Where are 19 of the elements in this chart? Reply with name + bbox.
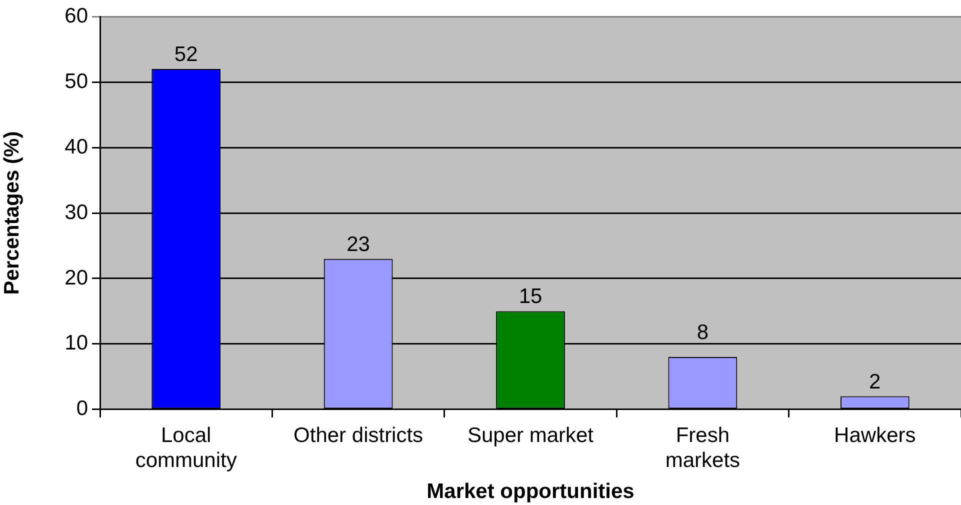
y-tick-label: 50 bbox=[64, 70, 88, 93]
y-tick-label: 30 bbox=[64, 200, 88, 224]
y-axis-title: Percentages (%) bbox=[0, 131, 24, 295]
x-tick-label: Fresh markets bbox=[665, 424, 740, 472]
y-tick-label: 60 bbox=[64, 4, 88, 28]
y-tick-label: 10 bbox=[64, 332, 88, 355]
x-axis-title: Market opportunities bbox=[426, 480, 634, 504]
y-tick-label: 40 bbox=[64, 135, 88, 158]
y-tick-label: 20 bbox=[64, 266, 88, 290]
data-label: 8 bbox=[696, 320, 709, 344]
data-label: 52 bbox=[174, 42, 198, 66]
x-tick-label: Local community bbox=[135, 424, 238, 472]
data-label: 15 bbox=[518, 285, 542, 308]
x-tick-label: Other districts bbox=[294, 424, 424, 447]
x-tick-label: Hawkers bbox=[834, 424, 916, 447]
x-tick-label: Super market bbox=[467, 424, 594, 447]
y-tick-label: 0 bbox=[76, 397, 88, 420]
data-label: 2 bbox=[869, 370, 881, 394]
data-label: 23 bbox=[346, 232, 370, 256]
